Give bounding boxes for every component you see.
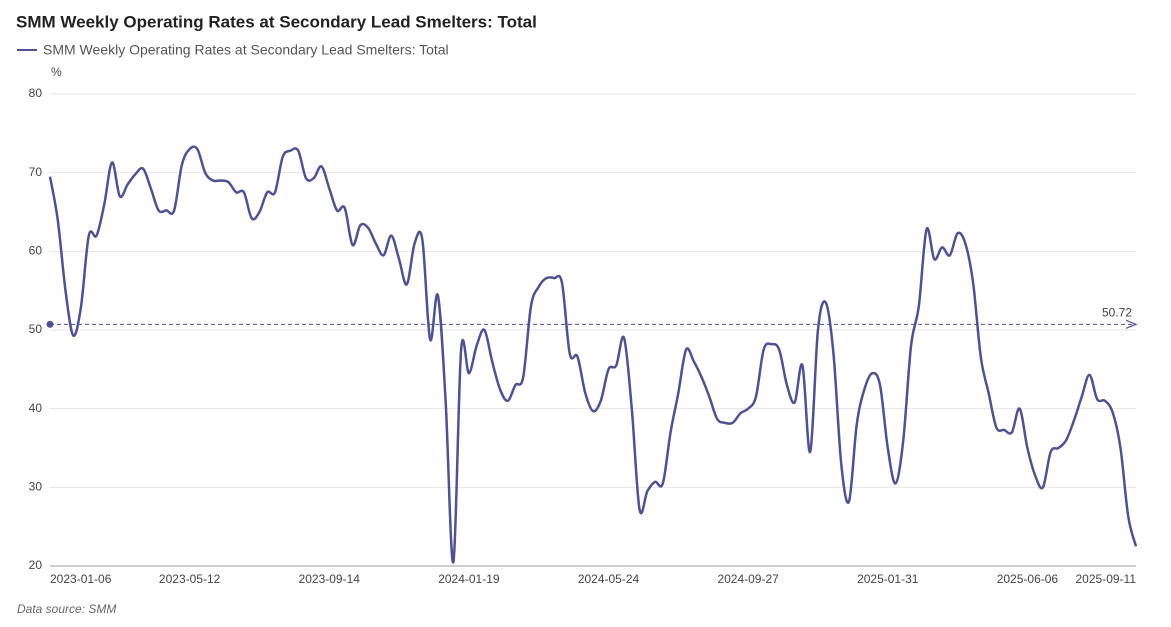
data-line <box>48 145 1138 564</box>
x-tick-label: 2024-01-19 <box>438 572 500 586</box>
x-tick-label: 2024-09-27 <box>717 572 779 586</box>
y-tick-label: 70 <box>29 165 43 179</box>
legend-label: SMM Weekly Operating Rates at Secondary … <box>43 42 449 58</box>
chart-title: SMM Weekly Operating Rates at Secondary … <box>16 12 537 31</box>
x-tick-label: 2025-01-31 <box>857 572 919 586</box>
average-label: 50.72 <box>1102 306 1132 320</box>
x-tick-label: 2023-01-06 <box>50 572 112 586</box>
average-dot <box>46 320 54 328</box>
x-tick-label: 2025-09-11 <box>1076 572 1137 586</box>
y-tick-label: 30 <box>29 480 43 494</box>
y-unit: % <box>51 65 62 79</box>
x-tick-label: 2025-06-06 <box>997 572 1059 586</box>
x-tick-label: 2024-05-24 <box>578 572 640 586</box>
average-arrow <box>1125 319 1138 329</box>
x-tick-label: 2023-09-14 <box>299 572 361 586</box>
y-tick-label: 60 <box>29 244 43 258</box>
y-tick-label: 40 <box>29 401 43 415</box>
y-tick-label: 20 <box>29 558 43 572</box>
y-tick-label: 50 <box>29 322 43 336</box>
x-tick-label: 2023-05-12 <box>159 572 221 586</box>
y-tick-label: 80 <box>29 86 43 100</box>
source: Data source: SMM <box>17 602 116 616</box>
